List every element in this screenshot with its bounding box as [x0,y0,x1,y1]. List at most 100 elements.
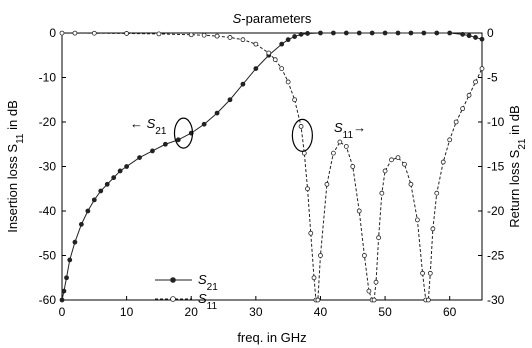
data-point-s11 [201,32,207,38]
legend-marker-s11 [170,296,176,302]
data-point-s21 [227,97,233,103]
x-axis-label: freq. in GHz [237,330,306,345]
data-point-s21 [64,275,69,281]
data-point-s21 [117,168,123,174]
data-point-s21 [305,31,310,36]
y-left-tick-label: -40 [39,204,57,218]
data-point-s11 [305,186,310,192]
data-point-s21 [61,288,67,294]
data-point-s21 [369,30,375,36]
data-point-s21 [395,30,401,36]
data-point-s11 [373,279,379,285]
data-point-s11 [420,270,425,276]
data-point-s11 [343,144,349,149]
x-tick-label: 60 [443,305,457,319]
data-point-s21 [298,31,304,37]
data-point-s11 [156,31,162,37]
data-point-s21 [356,30,362,36]
data-point-s11 [425,297,431,303]
data-point-s21 [214,110,220,116]
legend-entry-s11: S11 [155,291,217,312]
data-point-s11 [315,297,321,303]
data-point-s11 [434,190,440,196]
data-point-s11 [72,30,78,36]
data-point-s11 [308,230,314,236]
data-point-s21 [201,121,207,127]
data-point-s21 [408,30,414,36]
x-tick-label: 30 [249,305,263,319]
data-point-s21 [466,33,472,39]
data-point-s21 [59,297,65,303]
x-tick-label: 0 [59,305,66,319]
data-point-s11 [395,155,401,161]
s11-marker-ellipse [291,118,313,152]
y-right-tick-label: -10 [487,115,505,129]
legend-label-s11: S11 [198,291,217,312]
data-point-s21 [72,239,78,245]
series-s21 [59,30,485,303]
s21-marker-ellipse [173,117,194,149]
data-point-s11 [379,190,385,196]
data-point-s11 [460,106,466,112]
y-right-tick-label: -30 [487,293,505,307]
data-point-s21 [124,164,130,169]
data-point-s11 [285,79,291,85]
data-point-s21 [330,30,336,36]
data-point-s21 [253,66,259,71]
data-point-s21 [292,34,298,39]
data-point-s11 [279,66,285,71]
legend-entry-s21: S21 [155,272,218,293]
data-point-s11 [298,124,304,129]
y-left-tick-label: -30 [39,160,57,174]
y-left-tick-label: -20 [39,115,57,129]
data-point-s11 [408,181,414,187]
data-point-s21 [434,30,440,36]
series-layer [59,30,485,303]
data-point-s21 [150,148,155,154]
data-point-s11 [479,66,485,71]
data-point-s21 [98,188,104,194]
data-point-s11 [382,168,388,174]
data-point-s11 [214,33,220,39]
data-point-s21 [382,30,388,36]
y-left-tick-label: 0 [49,26,56,40]
data-point-s11 [430,226,436,232]
data-point-s21 [240,81,246,87]
data-point-s21 [285,37,291,43]
data-point-s11 [318,253,323,258]
legend-marker-s21 [170,277,176,283]
data-point-s11 [453,119,459,125]
data-point-s11 [91,30,97,36]
data-point-s21 [460,31,466,37]
data-point-s11 [227,35,233,40]
data-point-s21 [421,30,427,36]
data-point-s21 [279,41,285,47]
data-point-s21 [162,141,168,147]
data-point-s21 [479,36,485,42]
x-tick-label: 40 [314,305,328,319]
data-point-s21 [343,30,349,36]
x-tick-label: 50 [378,305,392,319]
data-point-s11 [266,50,272,56]
data-point-s21 [104,181,110,187]
data-point-s11 [324,181,330,187]
data-point-s21 [473,35,478,40]
y-left-tick-label: -10 [39,71,57,85]
data-point-s11 [389,157,394,163]
data-point-s11 [330,150,336,156]
data-point-s21 [67,257,73,263]
y-left-axis-label: Insertion loss S11 in dB [5,100,26,233]
annotation-layer: ← S21 S11→ [130,116,366,152]
s11-annotation: S11→ [334,120,366,141]
series-line-s11 [61,32,483,301]
data-point-s11 [473,79,478,85]
series-s11 [59,30,485,303]
data-point-s21 [318,30,323,36]
chart-title: S-parameters [233,11,312,26]
data-point-s21 [111,175,117,181]
data-point-s21 [447,30,453,36]
data-point-s11 [376,235,382,241]
data-point-s11 [466,92,472,98]
s21-annotation: ← S21 [130,116,167,137]
